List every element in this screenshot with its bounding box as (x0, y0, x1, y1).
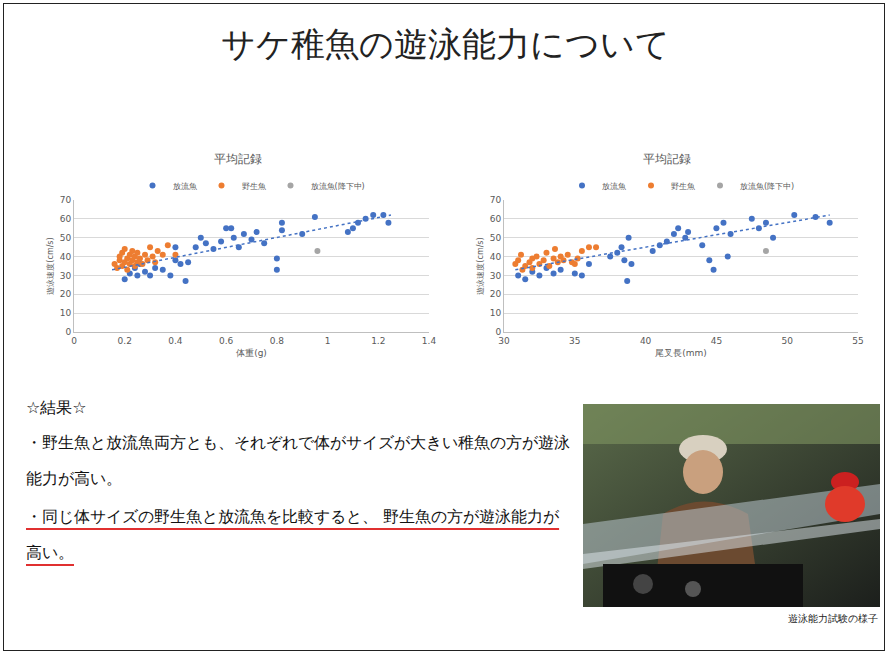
svg-text:遊泳速度(cm/s): 遊泳速度(cm/s) (46, 237, 55, 294)
html-text:サケ稚魚の遊泳能力について: サケ稚魚の遊泳能力について (220, 24, 670, 64)
svg-text:放流魚(降下中): 放流魚(降下中) (311, 182, 365, 191)
svg-text:50: 50 (60, 233, 72, 243)
svg-text:10: 10 (60, 308, 72, 318)
svg-text:尾叉長(mm): 尾叉長(mm) (655, 348, 707, 358)
svg-text:10: 10 (490, 308, 502, 318)
html-text:☆結果☆: ☆結果☆ (26, 398, 87, 417)
svg-text:30: 30 (60, 271, 72, 281)
svg-text:遊泳速度(cm/s): 遊泳速度(cm/s) (476, 237, 485, 294)
svg-text:0: 0 (495, 327, 501, 337)
svg-text:20: 20 (60, 289, 72, 299)
svg-text:45: 45 (711, 336, 722, 346)
svg-text:30: 30 (490, 271, 502, 281)
svg-text:野生魚: 野生魚 (242, 182, 266, 191)
svg-text:60: 60 (490, 214, 502, 224)
svg-text:放流魚: 放流魚 (173, 182, 197, 191)
svg-text:30: 30 (498, 336, 510, 346)
svg-text:放流魚(降下中): 放流魚(降下中) (740, 182, 794, 191)
svg-text:1: 1 (325, 336, 331, 346)
svg-text:40: 40 (60, 252, 72, 262)
svg-text:0.6: 0.6 (219, 336, 234, 346)
html-text:・野生魚と放流魚両方とも、それぞれで体がサイズが大きい稚魚の: ・野生魚と放流魚両方とも、それぞれで体がサイズが大きい稚魚の方が遊泳能力が高い。 (26, 433, 570, 488)
svg-text:平均記録: 平均記録 (214, 152, 262, 166)
svg-text:60: 60 (60, 214, 72, 224)
svg-text:1.2: 1.2 (371, 336, 385, 346)
svg-text:20: 20 (490, 289, 502, 299)
svg-text:55: 55 (852, 336, 863, 346)
svg-text:野生魚: 野生魚 (671, 182, 695, 191)
svg-text:0.4: 0.4 (168, 336, 183, 346)
html-text:・同じ体サイズの野生魚と放流魚を比較すると、 野生魚の方が遊: ・同じ体サイズの野生魚と放流魚を比較すると、 野生魚の方が遊泳能力が高い。 (26, 507, 560, 562)
svg-text:体重(g): 体重(g) (236, 348, 267, 358)
svg-text:40: 40 (640, 336, 652, 346)
svg-text:50: 50 (781, 336, 793, 346)
svg-text:0.8: 0.8 (270, 336, 285, 346)
svg-text:1.4: 1.4 (422, 336, 437, 346)
html-text:遊泳能力試験の様子: 遊泳能力試験の様子 (788, 613, 878, 624)
svg-text:50: 50 (490, 233, 502, 243)
svg-text:0: 0 (71, 336, 77, 346)
svg-text:70: 70 (60, 195, 72, 205)
svg-text:平均記録: 平均記録 (643, 152, 691, 166)
svg-text:40: 40 (490, 252, 502, 262)
svg-text:35: 35 (569, 336, 580, 346)
svg-text:0: 0 (65, 327, 71, 337)
svg-text:放流魚: 放流魚 (602, 182, 626, 191)
svg-text:70: 70 (490, 195, 502, 205)
svg-text:0.2: 0.2 (118, 336, 132, 346)
